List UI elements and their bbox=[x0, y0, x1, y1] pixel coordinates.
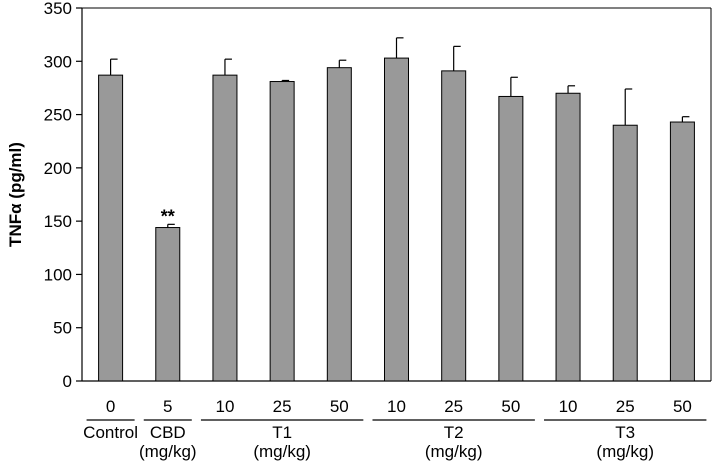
group-label: T2 bbox=[444, 423, 464, 442]
x-tick-label: 50 bbox=[330, 397, 349, 416]
group-label: T1 bbox=[272, 423, 292, 442]
y-tick-label: 100 bbox=[44, 265, 72, 284]
bars bbox=[98, 37, 695, 382]
bar bbox=[612, 124, 638, 382]
bar bbox=[212, 74, 238, 382]
x-tick-label: 10 bbox=[215, 397, 234, 416]
bar bbox=[155, 227, 181, 382]
x-tick-label: 50 bbox=[673, 397, 692, 416]
y-tick-label: 200 bbox=[44, 159, 72, 178]
labels: 0 5 10 25 50 10 25 50 10 25 50**Control CBD(mg/kg)T… bbox=[83, 206, 707, 461]
group-label: (mg/kg) bbox=[596, 442, 654, 461]
x-tick-label: 10 bbox=[559, 397, 578, 416]
x-tick-label: 10 bbox=[387, 397, 406, 416]
bar bbox=[669, 121, 695, 382]
y-tick-label: 0 bbox=[63, 372, 72, 391]
bar bbox=[98, 74, 124, 382]
y-tick-label: 150 bbox=[44, 212, 72, 231]
significance-mark: ** bbox=[161, 206, 175, 226]
bar bbox=[498, 95, 524, 382]
x-tick-label: 25 bbox=[616, 397, 635, 416]
bar bbox=[441, 70, 467, 382]
x-tick-label: 5 bbox=[163, 397, 172, 416]
bar bbox=[555, 92, 581, 382]
bar bbox=[326, 67, 352, 382]
axes: 0 50 100 150 200 250 300 350 TNFα (pg/ml) bbox=[6, 0, 712, 391]
group-label: (mg/kg) bbox=[425, 442, 483, 461]
x-tick-label: 25 bbox=[273, 397, 292, 416]
y-tick-label: 50 bbox=[53, 319, 72, 338]
x-tick-label: 50 bbox=[501, 397, 520, 416]
group-label: (mg/kg) bbox=[139, 442, 197, 461]
y-tick-label: 350 bbox=[44, 0, 72, 18]
x-tick-label: 0 bbox=[106, 397, 115, 416]
y-tick-label: 300 bbox=[44, 52, 72, 71]
bar bbox=[384, 57, 409, 382]
x-tick-label: 25 bbox=[444, 397, 463, 416]
group-label: (mg/kg) bbox=[253, 442, 311, 461]
y-axis-title: TNFα (pg/ml) bbox=[6, 142, 25, 247]
group-label: T3 bbox=[615, 423, 635, 442]
y-tick-label: 250 bbox=[44, 106, 72, 125]
group-label: CBD bbox=[150, 423, 186, 442]
bar bbox=[269, 81, 295, 382]
group-label: Control bbox=[83, 423, 138, 442]
